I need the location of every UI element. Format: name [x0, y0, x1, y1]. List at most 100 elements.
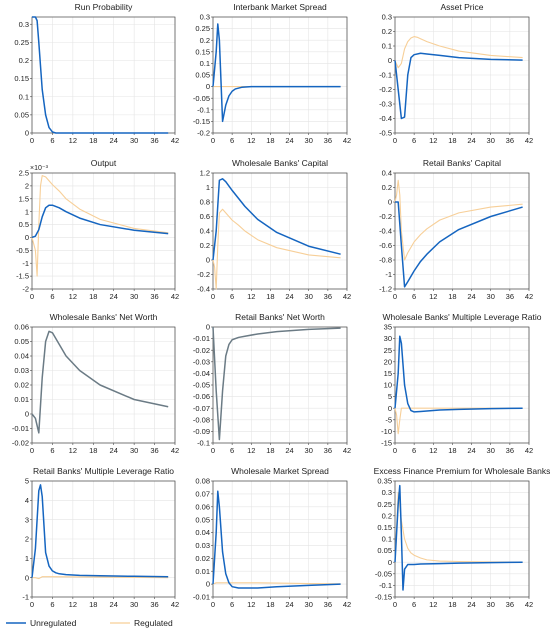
chart-panel: Wholesale Banks' Net Worth 0 6 12 18 24 30 36 42… [12, 312, 179, 455]
y-tick-label: 0.15 [377, 523, 392, 532]
y-tick-label: 0.6 [200, 212, 210, 221]
x-tick-label: 18 [448, 600, 456, 609]
chart-panel: Run Probability 0 6 12 18 24 30 36 42 0 0.05 0.1 0.1… [14, 2, 179, 145]
x-tick-label: 6 [50, 136, 54, 145]
x-tick-label: 18 [89, 446, 97, 455]
x-tick-label: 12 [429, 446, 437, 455]
y-tick-label: -0.05 [375, 569, 392, 578]
y-tick-label: 0.06 [14, 323, 29, 332]
x-tick-label: 42 [525, 446, 533, 455]
y-tick-label: -0.15 [193, 117, 210, 126]
plot-frame [31, 326, 176, 444]
chart-title: Retail Banks' Net Worth [235, 312, 325, 322]
x-tick-label: 30 [487, 600, 495, 609]
y-tick-label: -0.5 [379, 129, 392, 138]
chart-panel: Excess Finance Premium for Wholesale Ban… [374, 466, 550, 609]
y-tick-label: 0.07 [195, 489, 210, 498]
y-tick-label: -0.2 [379, 212, 392, 221]
y-tick-label: 0.25 [195, 24, 210, 33]
y-tick-label: 25 [384, 346, 392, 355]
plot-frame [394, 16, 530, 134]
chart-title: Excess Finance Premium for Wholesale Ban… [374, 466, 550, 476]
x-tick-label: 36 [324, 136, 332, 145]
x-tick-label: 6 [230, 292, 234, 301]
x-tick-label: 12 [247, 600, 255, 609]
x-tick-label: 0 [211, 446, 215, 455]
x-tick-label: 12 [429, 136, 437, 145]
y-tick-label: 0.15 [14, 74, 29, 83]
y-tick-label: 0 [25, 573, 29, 582]
y-tick-label: 0.05 [14, 110, 29, 119]
x-tick-label: 42 [343, 446, 351, 455]
y-tick-label: 5 [25, 477, 29, 486]
x-tick-label: 24 [467, 292, 475, 301]
y-tick-label: 0.02 [14, 381, 29, 390]
y-tick-label: -0.2 [379, 85, 392, 94]
plot-frame [212, 16, 348, 134]
y-tick-label: 0.05 [377, 546, 392, 555]
chart-title: Wholesale Market Spread [231, 466, 329, 476]
y-tick-label: 0.02 [195, 554, 210, 563]
y-tick-label: -10 [381, 427, 392, 436]
x-tick-label: 24 [285, 446, 293, 455]
series-line-regulated [394, 407, 523, 435]
x-tick-label: 12 [69, 292, 77, 301]
x-tick-label: 42 [171, 292, 179, 301]
y-tick-label: 0.04 [195, 528, 210, 537]
x-tick-label: 18 [89, 292, 97, 301]
plot-frame [212, 172, 348, 290]
y-tick-label: 0.03 [195, 541, 210, 550]
chart-title: Wholesale Banks' Multiple Leverage Ratio [383, 312, 542, 322]
y-tick-label: 0.3 [19, 20, 29, 29]
y-tick-label: -0.02 [193, 346, 210, 355]
chart-panel: Output×10⁻³0 6 12 18 24 30 36 42-2-1.5-1-0.500.… [16, 158, 179, 301]
y-tick-label: 0.3 [200, 13, 210, 22]
y-tick-label: 0 [388, 404, 392, 413]
x-tick-label: 30 [305, 600, 313, 609]
y-tick-label: -0.08 [193, 415, 210, 424]
series-line-regulated [394, 179, 523, 261]
y-tick-label: 0 [388, 558, 392, 567]
x-tick-label: 6 [230, 446, 234, 455]
y-tick-label: 0 [206, 580, 210, 589]
y-tick-label: 0 [206, 323, 210, 332]
y-multiplier-label: ×10⁻³ [30, 165, 49, 172]
x-tick-label: 18 [89, 600, 97, 609]
series-line [31, 330, 169, 434]
x-tick-label: 6 [412, 446, 416, 455]
x-tick-label: 24 [285, 600, 293, 609]
series-line-regulated [31, 175, 169, 277]
y-tick-label: 3 [25, 515, 29, 524]
plot-frame [212, 326, 348, 444]
y-tick-label: 0.2 [382, 183, 392, 192]
x-tick-label: 30 [487, 292, 495, 301]
series-line-unregulated [394, 52, 523, 120]
chart-title: Wholesale Banks' Net Worth [50, 312, 158, 322]
y-tick-label: 0.05 [195, 515, 210, 524]
y-tick-label: 0.4 [382, 169, 392, 178]
plot-frame [394, 326, 530, 444]
series-line-unregulated [395, 201, 523, 288]
y-tick-label: 2 [25, 535, 29, 544]
y-tick-label: -0.3 [379, 100, 392, 109]
x-tick-label: 12 [69, 446, 77, 455]
x-tick-label: 18 [89, 136, 97, 145]
chart-title: Output [91, 158, 117, 168]
x-tick-label: 0 [393, 292, 397, 301]
y-tick-label: -0.1 [379, 71, 392, 80]
chart-panel: Interbank Market Spread 0 6 12 18 24 30 36 42 -0.… [193, 2, 351, 145]
x-tick-label: 30 [305, 446, 313, 455]
y-tick-label: 20 [384, 357, 392, 366]
chart-title: Asset Price [441, 2, 484, 12]
x-tick-label: 6 [230, 136, 234, 145]
x-tick-label: 24 [285, 292, 293, 301]
y-tick-label: 1 [206, 183, 210, 192]
y-tick-label: 0.4 [200, 227, 210, 236]
y-tick-label: 0 [25, 233, 29, 242]
chart-panel: Wholesale Banks' Capital 0 6 12 18 24 30 36 42 -0… [197, 158, 351, 301]
x-tick-label: 0 [393, 600, 397, 609]
chart-panel: Wholesale Banks' Multiple Leverage Ratio… [381, 312, 542, 455]
y-tick-label: 0.25 [14, 38, 29, 47]
y-tick-label: -0.01 [193, 334, 210, 343]
x-tick-label: 0 [211, 600, 215, 609]
